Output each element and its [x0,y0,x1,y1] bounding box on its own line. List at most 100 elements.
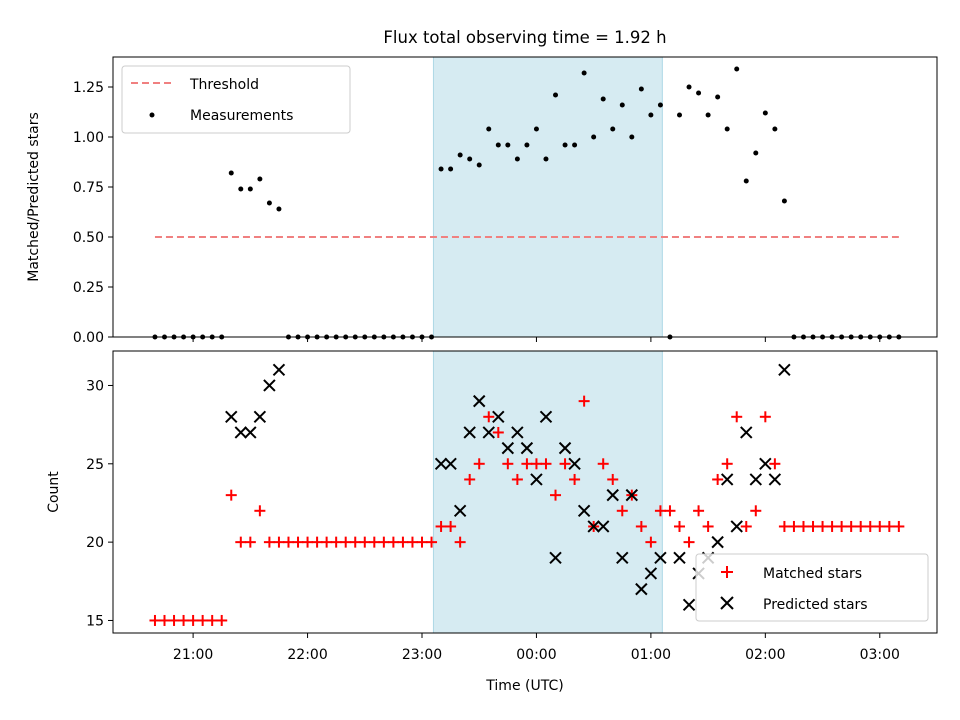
measurement-point [696,90,702,96]
predicted-star-point [740,426,753,439]
matched-star-point [416,536,428,548]
x-tick-label: 02:00 [745,647,785,663]
predicted-star-point [720,473,734,486]
measurement-point [457,152,463,158]
matched-star-point [721,458,733,470]
measurement-point [553,92,559,98]
matched-star-point [788,520,800,532]
matched-star-point [693,505,705,517]
matched-star-point [740,520,752,532]
matched-star-point [159,614,170,626]
matched-star-point [330,536,342,548]
y-tick-label: 1.00 [73,130,104,146]
matched-star-point [769,458,781,470]
measurement-point [486,126,492,132]
matched-star-point [530,458,542,470]
legend-threshold-label: Threshold [189,77,259,93]
predicted-star-point [616,551,629,565]
matched-star-point [464,473,476,485]
bottom-y-axis-label: Count [46,471,62,513]
measurement-point [247,186,253,192]
predicted-star-point [778,363,791,377]
predicted-star-point [473,394,486,408]
matched-star-point [378,536,390,548]
measurement-point [448,166,454,172]
measurement-point [266,200,272,206]
matched-star-point [302,536,314,548]
x-axis-label: Time (UTC) [485,678,563,694]
measurement-point [648,112,654,118]
predicted-star-point [272,363,286,377]
matched-star-point [168,614,180,626]
legend-measurements-swatch [149,112,155,118]
y-tick-label: 15 [86,613,104,629]
measurement-point [705,112,711,118]
predicted-star-point [463,426,476,439]
predicted-star-point [444,457,457,471]
measurement-point [600,96,606,102]
x-tick-label: 03:00 [860,647,900,663]
predicted-star-point [587,520,600,533]
measurement-point [638,86,644,92]
predicted-star-point [682,598,696,612]
predicted-star-point [520,441,534,455]
legend-measurements-label: Measurements [190,108,293,124]
predicted-star-point [644,567,658,580]
predicted-star-point [749,473,763,486]
predicted-star-point [263,379,276,392]
matched-star-point [654,505,666,517]
chart-title: Flux total observing time = 1.92 h [383,28,666,47]
matched-star-point [893,520,905,532]
matched-star-point [282,536,294,548]
measurement-point [591,134,597,140]
measurement-point [514,156,520,162]
measurement-point [619,102,625,108]
matched-star-point [454,536,466,548]
matched-star-point [359,536,371,548]
top-legend: Threshold Measurements [121,65,351,134]
predicted-star-point [730,520,743,533]
matched-star-point [616,505,628,517]
measurement-point [257,176,263,182]
measurement-point [524,142,530,148]
matched-star-point [387,536,399,548]
matched-star-point [254,505,266,517]
predicted-star-point [596,520,610,533]
matched-star-point [759,411,771,423]
top-axes-frame [112,56,938,338]
predicted-star-point [453,504,467,518]
y-tick-label: 20 [86,535,104,551]
measurement-point [467,156,473,162]
matched-star-point [321,536,333,548]
matched-star-point [712,473,724,485]
legend-predicted-swatch [720,596,734,610]
y-tick-label: 0.50 [73,230,104,246]
y-tick-label: 30 [86,378,104,394]
matched-star-point [702,520,714,532]
matched-star-point [511,473,523,485]
predicted-star-point [501,441,515,455]
bottom-axes-frame [112,350,938,634]
matched-star-point [826,520,838,532]
measurement-point [629,134,635,140]
matched-star-point [311,536,323,548]
matched-star-point [273,536,285,548]
measurement-point [543,156,549,162]
matched-star-point [235,536,247,548]
predicted-star-point [654,551,667,565]
matched-star-point [836,520,848,532]
y-tick-label: 25 [86,457,104,473]
matched-star-point [807,520,819,532]
matched-star-point [368,536,380,548]
matched-star-point [473,458,485,470]
matched-star-point [292,536,304,548]
measurement-point [476,162,482,168]
matched-star-point [607,473,619,485]
matched-star-point [883,520,895,532]
predicted-star-point [244,426,257,439]
y-tick-label: 0.75 [73,180,104,196]
measurement-point [238,186,244,192]
predicted-star-point [635,582,648,596]
matched-star-point [540,458,552,470]
matched-star-point [569,473,581,485]
